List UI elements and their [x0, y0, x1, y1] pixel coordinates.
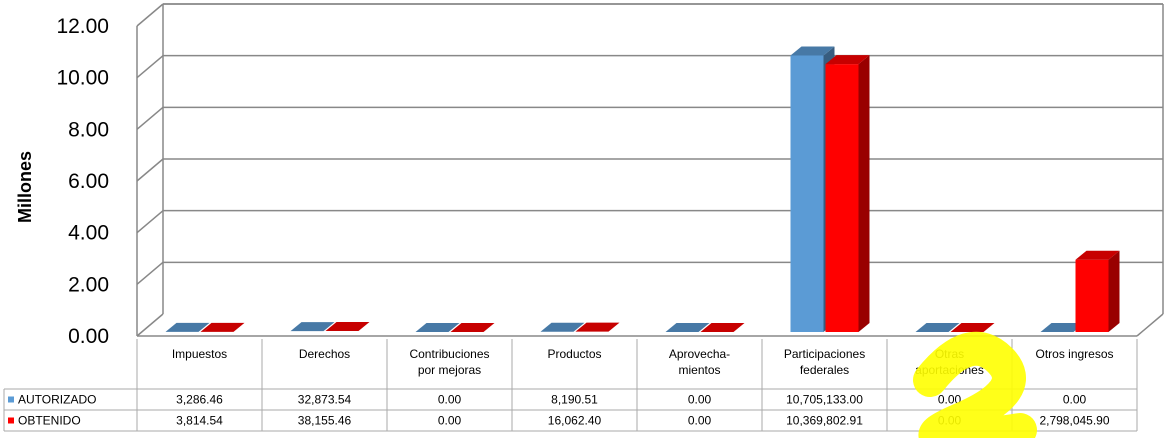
category-label: Aprovecha-: [669, 347, 730, 361]
category-label: mientos: [678, 363, 720, 377]
bar-front: [790, 55, 824, 332]
gridline-side: [136, 261, 164, 285]
y-tick-label: 6.00: [68, 170, 109, 193]
y-axis-label: Millones: [15, 151, 35, 223]
data-label: 0.00: [438, 414, 462, 428]
bar: [540, 322, 585, 332]
bar: [825, 55, 870, 332]
bar-side: [858, 55, 870, 332]
data-label: 10,705,133.00: [786, 393, 863, 407]
bar-top: [1040, 323, 1085, 332]
bar-top: [825, 55, 870, 65]
y-tick-label: 12.00: [56, 15, 109, 38]
bar-side: [1108, 250, 1120, 332]
bar-top: [575, 322, 620, 332]
data-label: 0.00: [688, 414, 712, 428]
gridline-side: [136, 55, 164, 79]
bar: [415, 323, 460, 332]
y-tick-label: 2.00: [68, 273, 109, 296]
gridline-side: [136, 210, 164, 234]
bar-top: [290, 322, 335, 332]
legend-label: OBTENIDO: [18, 414, 81, 428]
category-label: Derechos: [299, 347, 350, 361]
category-label: Impuestos: [172, 347, 227, 361]
floor-edge-left: [136, 313, 164, 337]
bar-top: [450, 323, 495, 332]
bar: [1040, 323, 1085, 332]
bar-top: [700, 323, 745, 332]
data-label: 0.00: [1063, 393, 1087, 407]
bar-top: [950, 323, 995, 332]
bar: [290, 322, 335, 332]
bar: [700, 323, 745, 332]
bar-top: [790, 46, 835, 56]
bar: [915, 323, 960, 332]
floor-right: [1136, 313, 1164, 337]
bar-top: [665, 323, 710, 332]
y-tick-label: 8.00: [68, 118, 109, 141]
category-label: federales: [800, 363, 849, 377]
bar: [575, 322, 620, 332]
data-label: 3,814.54: [176, 414, 223, 428]
bar: [665, 323, 710, 332]
gridline-side: [136, 3, 164, 27]
legend-key: [8, 396, 14, 403]
bar: [450, 323, 495, 332]
bar: [1075, 250, 1120, 332]
category-label: Participaciones: [784, 347, 865, 361]
gridlines: [136, 3, 1163, 285]
legend-label: AUTORIZADO: [18, 393, 96, 407]
data-label: 8,190.51: [551, 393, 598, 407]
y-axis-ticks: 0.00 2.00 4.00 6.00 8.00 10.00 12.00: [56, 15, 109, 348]
bar: [200, 322, 245, 332]
y-tick-label: 0.00: [68, 325, 109, 348]
gridline-side: [136, 106, 164, 130]
bar: [950, 323, 995, 332]
bar-top: [1075, 250, 1120, 260]
category-label: Otros ingresos: [1035, 347, 1113, 361]
y-tick-label: 10.00: [56, 67, 109, 90]
y-tick-label: 4.00: [68, 222, 109, 245]
bars: [165, 46, 1120, 332]
bar-top: [915, 323, 960, 332]
bar-front: [825, 64, 859, 332]
data-label: 38,155.46: [298, 414, 352, 428]
data-label: 0.00: [438, 393, 462, 407]
category-label: Productos: [547, 347, 601, 361]
bar-front: [1075, 259, 1109, 332]
data-label: 0.00: [938, 393, 962, 407]
data-label: 0.00: [688, 393, 712, 407]
bar: [165, 322, 210, 332]
bar: [325, 322, 370, 332]
data-label: 10,369,802.91: [786, 414, 863, 428]
bar-top: [165, 322, 210, 332]
chart-walls: [136, 3, 1164, 337]
gridline-side: [136, 158, 164, 182]
data-label: 3,286.46: [176, 393, 223, 407]
bar-top: [200, 322, 245, 332]
legend-key: [8, 417, 14, 424]
bar-top: [415, 323, 460, 332]
bar-top: [540, 322, 585, 332]
data-label: 2,798,045.90: [1039, 414, 1109, 428]
data-label: 32,873.54: [298, 393, 352, 407]
category-label: Contribuciones: [409, 347, 489, 361]
bar-top: [325, 322, 370, 332]
data-label: 16,062.40: [548, 414, 602, 428]
category-label: por mejoras: [418, 363, 481, 377]
